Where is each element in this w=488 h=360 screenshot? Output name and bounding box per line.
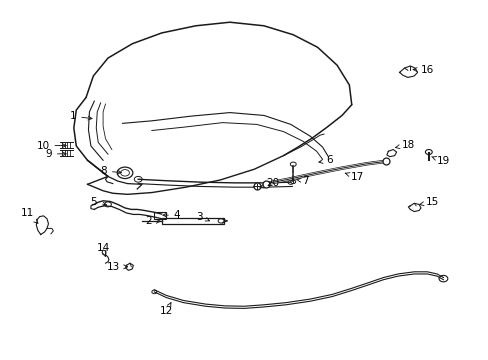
Text: 15: 15 <box>419 197 438 207</box>
Circle shape <box>425 149 431 154</box>
Text: 13: 13 <box>107 262 127 272</box>
Text: 4: 4 <box>163 210 180 220</box>
Text: 2: 2 <box>145 216 160 226</box>
Circle shape <box>134 176 142 182</box>
Circle shape <box>287 180 293 184</box>
Text: 8: 8 <box>100 166 121 176</box>
Text: 16: 16 <box>412 64 433 75</box>
Text: 5: 5 <box>90 197 106 207</box>
Text: 1: 1 <box>69 111 92 121</box>
Text: 12: 12 <box>160 303 173 316</box>
Text: 19: 19 <box>431 156 449 166</box>
Circle shape <box>117 167 133 179</box>
Text: 18: 18 <box>395 140 414 150</box>
Text: 6: 6 <box>318 155 332 165</box>
Text: 11: 11 <box>20 208 38 223</box>
Text: 14: 14 <box>96 243 109 256</box>
Text: 9: 9 <box>45 149 66 159</box>
Text: 17: 17 <box>345 172 363 182</box>
Text: 20: 20 <box>260 178 279 188</box>
Text: 10: 10 <box>36 140 66 150</box>
Text: 3: 3 <box>196 212 209 221</box>
Circle shape <box>438 275 447 282</box>
Text: 7: 7 <box>296 176 308 186</box>
